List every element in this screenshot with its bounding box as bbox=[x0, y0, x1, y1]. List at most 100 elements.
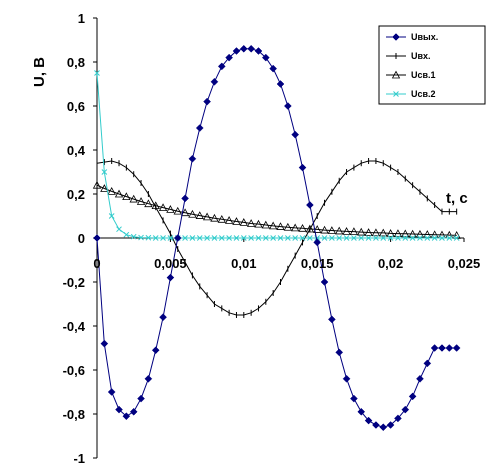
y-tick-label: 0,6 bbox=[67, 99, 85, 114]
y-tick-label: 0 bbox=[78, 231, 85, 246]
data-point bbox=[283, 102, 292, 110]
legend-label: Uвх. bbox=[411, 51, 431, 61]
data-point bbox=[268, 221, 278, 230]
data-point bbox=[424, 235, 431, 241]
data-point bbox=[320, 278, 329, 286]
data-point bbox=[401, 405, 410, 414]
data-point bbox=[180, 208, 190, 217]
data-point bbox=[167, 235, 174, 241]
data-point bbox=[298, 223, 307, 232]
data-point bbox=[100, 339, 109, 348]
y-tick-label: 0,4 bbox=[67, 143, 86, 158]
data-point bbox=[122, 412, 131, 421]
data-point bbox=[115, 405, 123, 414]
data-point bbox=[358, 235, 365, 241]
data-point bbox=[439, 235, 445, 241]
data-point bbox=[233, 235, 240, 241]
y-tick-label: -0,6 bbox=[63, 363, 85, 378]
data-point bbox=[107, 187, 116, 195]
data-point bbox=[270, 235, 277, 241]
data-point bbox=[394, 414, 402, 423]
legend-label: Uсв.1 bbox=[411, 70, 436, 80]
x-tick-label: 0,01 bbox=[231, 256, 256, 271]
data-point bbox=[336, 235, 343, 241]
x-tick-label: 0,02 bbox=[378, 256, 403, 271]
data-point bbox=[307, 235, 313, 241]
data-point bbox=[151, 346, 160, 355]
data-point bbox=[364, 228, 373, 236]
data-point bbox=[438, 344, 446, 352]
data-point bbox=[292, 235, 299, 241]
data-point bbox=[129, 407, 138, 416]
data-point bbox=[364, 416, 373, 425]
data-point bbox=[239, 218, 248, 226]
data-point bbox=[123, 231, 130, 238]
data-point bbox=[380, 235, 387, 241]
data-point bbox=[92, 180, 102, 189]
data-point bbox=[108, 213, 115, 219]
data-point bbox=[284, 235, 291, 241]
data-point bbox=[276, 222, 285, 230]
data-point bbox=[371, 228, 381, 237]
data-point bbox=[261, 53, 270, 62]
data-point bbox=[262, 235, 269, 241]
data-point bbox=[306, 201, 314, 209]
data-point bbox=[101, 169, 108, 175]
data-point bbox=[255, 235, 262, 241]
data-point bbox=[210, 77, 219, 86]
data-point bbox=[402, 235, 409, 241]
series-line bbox=[96, 72, 457, 239]
data-point bbox=[122, 192, 131, 201]
data-point bbox=[100, 184, 109, 192]
data-point bbox=[158, 203, 168, 212]
data-point bbox=[254, 219, 263, 228]
data-point bbox=[166, 205, 175, 213]
series-3 bbox=[92, 180, 461, 239]
x-tick-label: 0 bbox=[93, 256, 100, 271]
data-point bbox=[415, 229, 425, 238]
data-point bbox=[291, 130, 300, 139]
data-point bbox=[395, 235, 401, 241]
data-point bbox=[248, 235, 254, 241]
data-point bbox=[291, 223, 300, 232]
data-point bbox=[328, 315, 336, 324]
data-point bbox=[129, 194, 138, 203]
data-point bbox=[430, 344, 439, 352]
data-point bbox=[387, 235, 394, 241]
data-point bbox=[349, 227, 359, 236]
data-point bbox=[446, 235, 453, 241]
data-point bbox=[373, 235, 379, 241]
data-point bbox=[160, 235, 166, 241]
data-point bbox=[203, 97, 211, 106]
data-point bbox=[246, 219, 256, 227]
data-point bbox=[254, 47, 263, 55]
data-point bbox=[327, 226, 337, 234]
data-point bbox=[320, 225, 329, 234]
data-point bbox=[269, 64, 278, 73]
data-point bbox=[357, 227, 366, 236]
legend-item-4: Uсв.2 bbox=[386, 89, 436, 99]
x-tick-label: 0,025 bbox=[448, 256, 481, 271]
series-layer bbox=[92, 44, 461, 432]
data-point bbox=[247, 44, 255, 53]
legend: Uвых. Uвх. Uсв.1 Uсв.2 bbox=[378, 25, 486, 105]
data-point bbox=[196, 235, 203, 241]
data-point bbox=[335, 226, 344, 235]
legend-item-2: Uвх. bbox=[386, 51, 431, 61]
y-tick-label: -0,4 bbox=[63, 319, 86, 334]
data-point bbox=[226, 235, 232, 241]
data-point bbox=[416, 374, 424, 383]
data-point bbox=[283, 222, 293, 231]
data-point bbox=[379, 228, 388, 237]
data-point bbox=[137, 394, 145, 403]
data-point bbox=[379, 423, 388, 432]
data-point bbox=[335, 348, 344, 357]
data-point bbox=[313, 238, 322, 247]
data-point bbox=[423, 359, 432, 368]
data-point bbox=[114, 189, 124, 198]
series-line bbox=[96, 160, 457, 316]
data-point bbox=[261, 220, 270, 229]
data-point bbox=[408, 229, 417, 238]
series-1 bbox=[93, 44, 461, 432]
data-point bbox=[342, 374, 351, 383]
